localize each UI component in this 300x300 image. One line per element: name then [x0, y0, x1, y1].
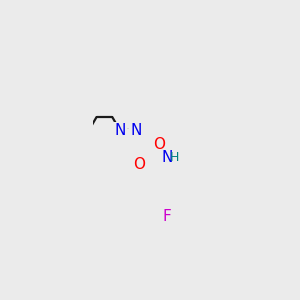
- Text: N: N: [130, 123, 142, 138]
- Text: H: H: [170, 151, 179, 164]
- Text: O: O: [133, 158, 145, 172]
- Text: N: N: [114, 123, 126, 138]
- Text: F: F: [163, 209, 172, 224]
- Text: N: N: [162, 150, 173, 165]
- Text: O: O: [153, 137, 165, 152]
